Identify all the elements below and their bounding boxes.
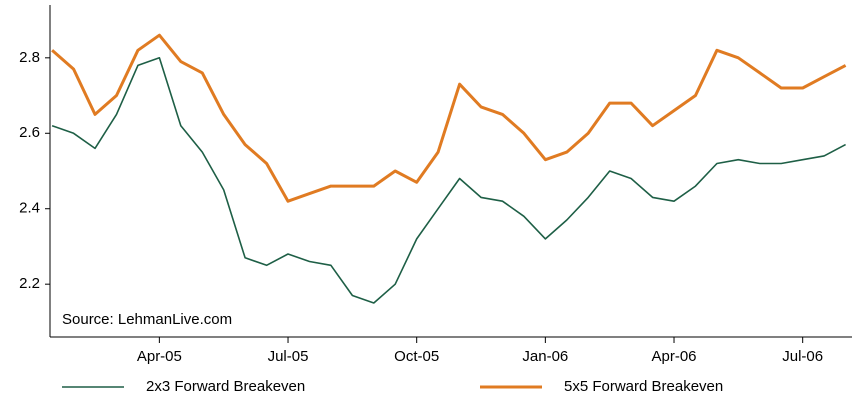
y-tick-label: 2.8 xyxy=(19,49,40,66)
x-tick-label: Oct-05 xyxy=(394,348,439,365)
y-tick-label: 2.6 xyxy=(19,124,40,141)
legend-label: 2x3 Forward Breakeven xyxy=(146,378,305,395)
y-tick-label: 2.2 xyxy=(19,275,40,292)
annotation: Source: LehmanLive.com xyxy=(62,311,232,328)
x-tick-label: Apr-06 xyxy=(652,348,697,365)
y-tick-label: 2.4 xyxy=(19,200,40,217)
legend-label: 5x5 Forward Breakeven xyxy=(564,378,723,395)
line xyxy=(51,33,847,203)
line xyxy=(51,57,846,304)
x-tick-label: Apr-05 xyxy=(137,348,182,365)
x-tick-label: Jul-05 xyxy=(268,348,309,365)
x-tick-label: Jan-06 xyxy=(522,348,568,365)
x-tick-label: Jul-06 xyxy=(782,348,823,365)
